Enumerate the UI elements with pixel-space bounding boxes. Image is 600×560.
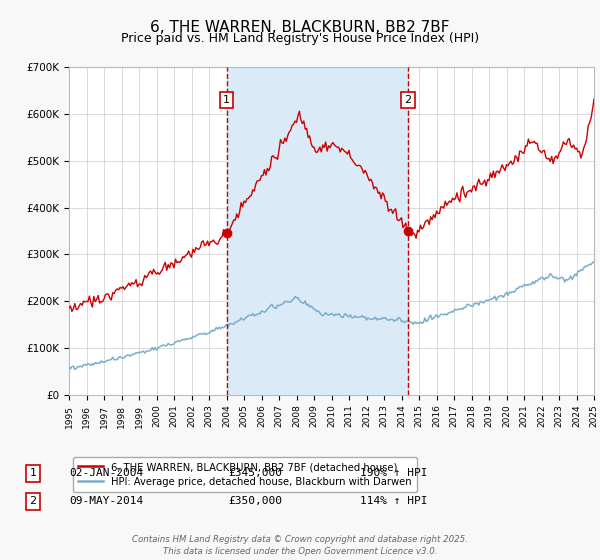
Text: 2: 2 (29, 496, 37, 506)
Legend: 6, THE WARREN, BLACKBURN, BB2 7BF (detached house), HPI: Average price, detached: 6, THE WARREN, BLACKBURN, BB2 7BF (detac… (73, 457, 417, 492)
Text: £350,000: £350,000 (228, 496, 282, 506)
Text: 02-JAN-2004: 02-JAN-2004 (69, 468, 143, 478)
Text: 09-MAY-2014: 09-MAY-2014 (69, 496, 143, 506)
Text: 6, THE WARREN, BLACKBURN, BB2 7BF: 6, THE WARREN, BLACKBURN, BB2 7BF (150, 20, 450, 35)
Text: £345,000: £345,000 (228, 468, 282, 478)
Text: 190% ↑ HPI: 190% ↑ HPI (360, 468, 427, 478)
Text: 2: 2 (404, 95, 412, 105)
Text: 1: 1 (223, 95, 230, 105)
Bar (227, 67, 408, 395)
Text: Contains HM Land Registry data © Crown copyright and database right 2025.
This d: Contains HM Land Registry data © Crown c… (132, 535, 468, 556)
Text: 114% ↑ HPI: 114% ↑ HPI (360, 496, 427, 506)
Text: Price paid vs. HM Land Registry's House Price Index (HPI): Price paid vs. HM Land Registry's House … (121, 32, 479, 45)
Text: 1: 1 (29, 468, 37, 478)
